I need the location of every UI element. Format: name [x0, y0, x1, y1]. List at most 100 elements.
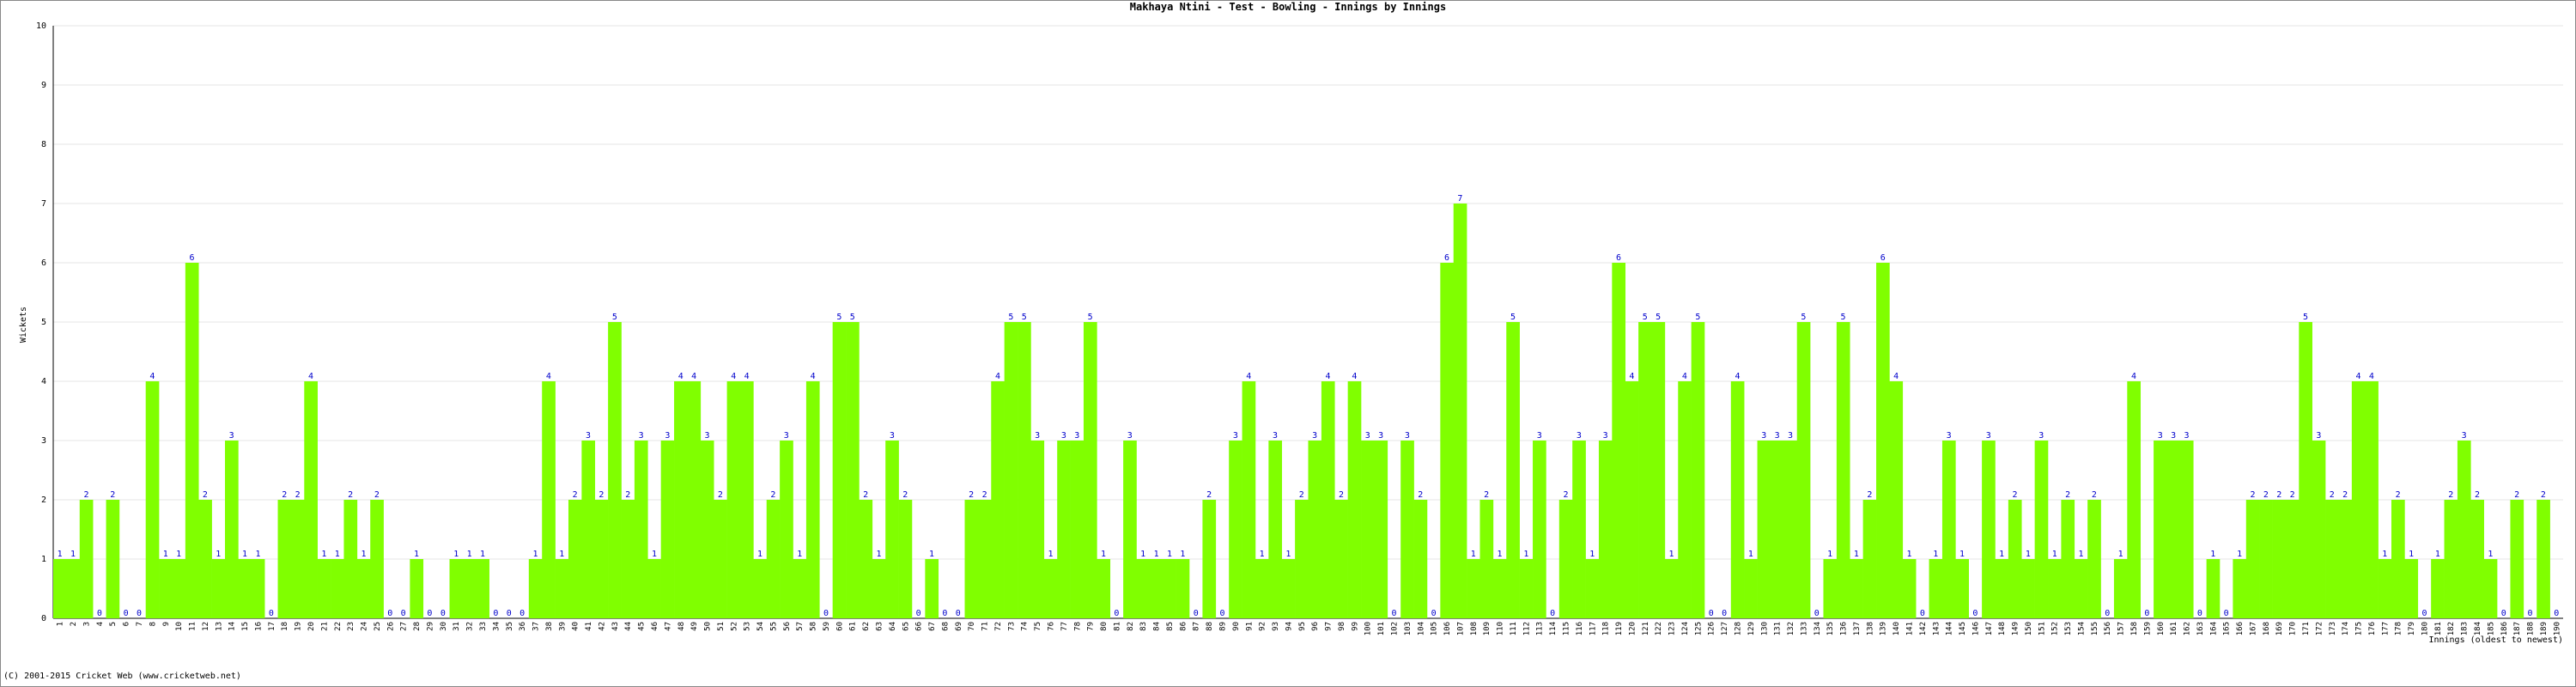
x-tick-label: 178 [2395, 622, 2403, 635]
x-tick-label: 78 [1073, 622, 1082, 631]
value-label: 2 [295, 490, 301, 500]
x-tick-label: 93 [1272, 622, 1280, 631]
x-tick-label: 139 [1880, 622, 1888, 635]
bar [1929, 559, 1943, 618]
value-label: 1 [1589, 550, 1595, 559]
x-tick-label: 100 [1364, 622, 1373, 635]
x-tick-label: 143 [1932, 622, 1941, 635]
bar [898, 500, 913, 618]
value-label: 6 [190, 253, 195, 263]
x-tick-label: 105 [1431, 622, 1439, 635]
value-label: 2 [2342, 490, 2348, 500]
value-label: 6 [1444, 253, 1449, 263]
bar [2113, 559, 2128, 618]
x-tick-label: 84 [1153, 622, 1162, 631]
value-label: 1 [1999, 550, 2004, 559]
value-label: 1 [480, 550, 485, 559]
bar [1862, 500, 1877, 618]
x-tick-label: 189 [2540, 622, 2549, 635]
value-label: 3 [1233, 431, 1238, 441]
bar [714, 500, 727, 618]
value-label: 1 [797, 550, 802, 559]
bar [2391, 500, 2405, 618]
value-label: 2 [203, 490, 208, 500]
value-label: 4 [731, 372, 736, 381]
value-label: 1 [1285, 550, 1291, 559]
x-tick-label: 35 [506, 622, 514, 631]
bar [594, 500, 609, 618]
x-tick-label: 164 [2209, 622, 2218, 635]
x-tick-label: 75 [1034, 622, 1042, 631]
x-tick-label: 130 [1760, 622, 1769, 635]
value-label: 0 [124, 609, 129, 618]
value-label: 1 [2210, 550, 2215, 559]
chart-title: Makhaya Ntini - Test - Bowling - Innings… [1130, 1, 1446, 13]
x-tick-label: 11 [189, 622, 197, 631]
bar [198, 500, 212, 618]
value-label: 1 [1523, 550, 1528, 559]
x-tick-label: 25 [374, 622, 382, 631]
value-label: 2 [1484, 490, 1489, 500]
bar [2483, 559, 2498, 618]
x-tick-label: 145 [1959, 622, 1967, 635]
bar [106, 500, 120, 618]
bar [1941, 441, 1956, 618]
value-label: 0 [1114, 609, 1119, 618]
bar [621, 500, 635, 618]
x-tick-label: 60 [835, 622, 844, 631]
bar [145, 381, 160, 618]
x-tick-label: 38 [545, 622, 554, 631]
bar [1202, 500, 1217, 618]
x-tick-label: 9 [162, 622, 171, 626]
x-tick-label: 179 [2408, 622, 2416, 635]
x-tick-label: 64 [889, 622, 897, 631]
value-label: 1 [176, 550, 181, 559]
value-label: 2 [2065, 490, 2070, 500]
bar [1651, 322, 1666, 618]
x-tick-label: 20 [307, 622, 316, 631]
bar [2034, 441, 2049, 618]
x-tick-label: 81 [1113, 622, 1121, 631]
x-tick-label: 166 [2236, 622, 2245, 635]
value-label: 3 [1378, 431, 1383, 441]
bar [991, 381, 1005, 618]
bar [277, 500, 292, 618]
bar [1678, 381, 1692, 618]
x-tick-label: 29 [426, 622, 434, 631]
x-tick-label: 70 [968, 622, 976, 631]
value-label: 2 [2250, 490, 2255, 500]
bar [1097, 559, 1111, 618]
bar [1083, 322, 1097, 618]
value-label: 4 [149, 372, 155, 381]
value-label: 0 [1391, 609, 1396, 618]
bar [2154, 441, 2167, 618]
x-tick-label: 1 [57, 622, 65, 626]
x-tick-label: 163 [2196, 622, 2205, 635]
value-label: 5 [2303, 313, 2308, 322]
x-tick-label: 125 [1694, 622, 1703, 635]
bar [859, 500, 873, 618]
bar [185, 263, 199, 618]
value-label: 2 [598, 490, 604, 500]
value-label: 2 [718, 490, 723, 500]
x-tick-label: 99 [1351, 622, 1359, 631]
x-tick-label: 10 [175, 622, 184, 631]
x-tick-label: 112 [1522, 622, 1531, 635]
value-label: 2 [982, 490, 987, 500]
bar [1876, 263, 1890, 618]
bar [1757, 441, 1771, 618]
bar [1479, 500, 1494, 618]
value-label: 0 [2528, 609, 2533, 618]
x-tick-label: 59 [823, 622, 831, 631]
bar [238, 559, 252, 618]
x-tick-label: 52 [730, 622, 738, 631]
x-tick-label: 44 [624, 622, 633, 631]
bar [1598, 441, 1613, 618]
x-tick-label: 173 [2329, 622, 2337, 635]
x-tick-label: 187 [2513, 622, 2522, 635]
value-label: 3 [2316, 431, 2321, 441]
value-label: 1 [1180, 550, 1185, 559]
value-label: 0 [387, 609, 392, 618]
bar [2312, 441, 2326, 618]
bar [1229, 441, 1242, 618]
